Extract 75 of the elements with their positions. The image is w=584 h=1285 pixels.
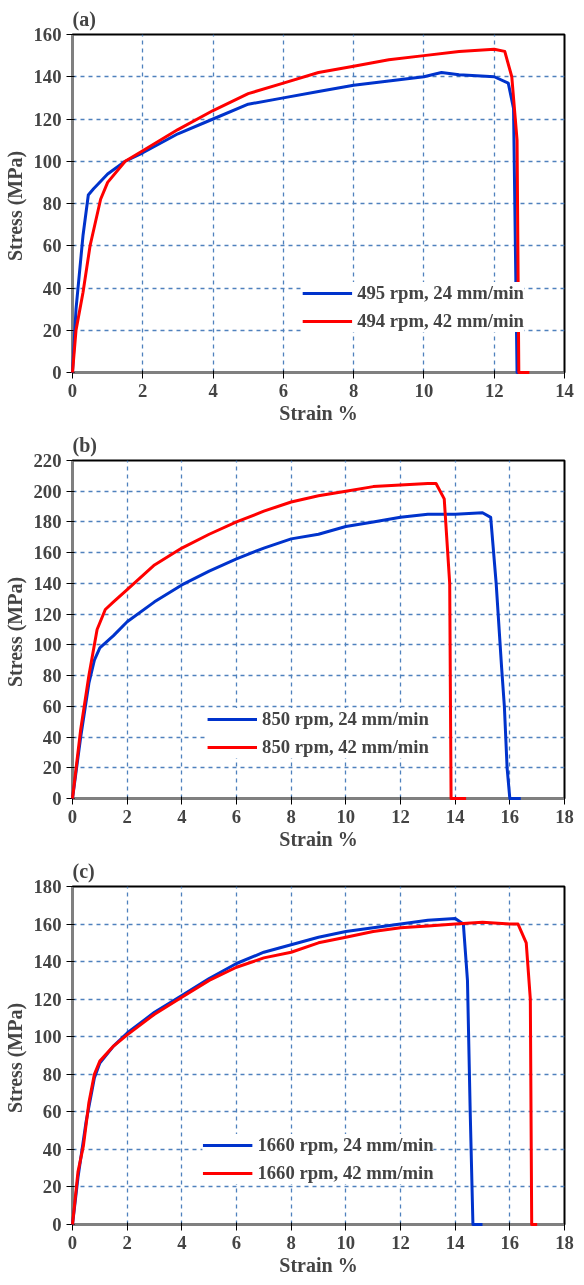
- x-tick-label: 8: [286, 1231, 296, 1253]
- y-tick-label: 160: [33, 24, 62, 45]
- y-tick-label: 60: [42, 235, 62, 257]
- y-axis-title: Stress (MPa): [3, 576, 27, 688]
- x-tick-label: 10: [414, 379, 434, 401]
- y-tick-label: 20: [42, 319, 62, 341]
- x-axis-title: Strain %: [279, 401, 358, 424]
- x-tick-label: 18: [555, 805, 574, 827]
- legend-label: 494 rpm, 42 mm/min: [357, 310, 524, 332]
- y-tick-label: 140: [33, 572, 62, 594]
- y-tick-label: 80: [42, 1063, 62, 1085]
- x-axis-title: Strain %: [279, 1253, 358, 1276]
- x-tick-label: 10: [336, 1231, 356, 1253]
- y-tick-label: 160: [33, 913, 62, 935]
- x-tick-label: 8: [286, 805, 296, 827]
- x-tick-label: 12: [391, 805, 410, 827]
- x-tick-label: 4: [177, 1231, 187, 1253]
- y-tick-label: 200: [33, 480, 62, 502]
- y-tick-label: 40: [42, 1138, 62, 1160]
- x-tick-label: 14: [445, 1231, 465, 1253]
- x-tick-label: 2: [138, 379, 148, 401]
- x-tick-label: 0: [67, 805, 78, 827]
- y-tick-label: 80: [42, 665, 62, 687]
- y-tick-label: 40: [42, 277, 62, 299]
- y-axis-title: Stress (MPa): [3, 1002, 27, 1114]
- x-tick-label: 14: [445, 805, 465, 827]
- x-tick-label: 16: [500, 1231, 520, 1253]
- x-tick-label: 0: [67, 1231, 78, 1253]
- y-tick-label: 80: [42, 193, 62, 214]
- y-tick-label: 100: [33, 634, 62, 656]
- y-tick-label: 220: [33, 450, 62, 471]
- y-tick-label: 140: [33, 951, 62, 973]
- y-tick-label: 140: [33, 66, 62, 88]
- line-series: [71, 482, 468, 800]
- chart-title: (a): [72, 7, 96, 31]
- y-tick-label: 20: [42, 757, 62, 779]
- legend-label: 850 rpm, 42 mm/min: [262, 736, 429, 758]
- y-tick-label: 0: [52, 788, 62, 809]
- y-tick-label: 160: [33, 542, 62, 564]
- y-tick-label: 120: [33, 603, 62, 625]
- y-axis-title: Stress (MPa): [3, 150, 27, 262]
- x-tick-label: 6: [231, 1231, 242, 1253]
- y-tick-label: 100: [33, 150, 62, 172]
- x-tick-label: 6: [231, 805, 242, 827]
- y-tick-label: 20: [42, 1176, 62, 1198]
- y-tick-label: 120: [33, 988, 62, 1010]
- y-tick-label: 60: [42, 1101, 62, 1123]
- x-tick-label: 12: [391, 1231, 410, 1253]
- y-tick-label: 100: [33, 1026, 62, 1048]
- x-tick-label: 6: [278, 379, 289, 401]
- y-tick-label: 120: [33, 108, 62, 130]
- x-axis-title: Strain %: [279, 827, 358, 850]
- y-tick-label: 180: [33, 511, 62, 533]
- x-tick-label: 2: [122, 805, 132, 827]
- chart-title: (b): [72, 433, 97, 457]
- y-tick-label: 180: [33, 876, 62, 897]
- x-tick-label: 2: [122, 1231, 132, 1253]
- x-tick-label: 8: [348, 379, 359, 401]
- x-tick-label: 4: [177, 805, 187, 827]
- x-tick-label: 0: [67, 379, 78, 401]
- x-tick-label: 14: [555, 379, 574, 401]
- x-tick-label: 4: [208, 379, 218, 401]
- x-tick-label: 18: [555, 1231, 574, 1253]
- y-tick-label: 0: [52, 362, 62, 383]
- legend-label: 850 rpm, 24 mm/min: [262, 708, 429, 730]
- chart-title: (c): [72, 859, 95, 883]
- y-tick-label: 60: [42, 695, 62, 717]
- legend-label: 1660 rpm, 24 mm/min: [257, 1134, 434, 1156]
- x-tick-label: 10: [336, 805, 356, 827]
- x-tick-label: 16: [500, 805, 520, 827]
- legend-label: 1660 rpm, 42 mm/min: [257, 1162, 434, 1184]
- y-tick-label: 40: [42, 726, 62, 748]
- legend-label: 495 rpm, 24 mm/min: [357, 282, 524, 304]
- y-tick-label: 0: [52, 1214, 62, 1235]
- x-tick-label: 12: [484, 379, 504, 401]
